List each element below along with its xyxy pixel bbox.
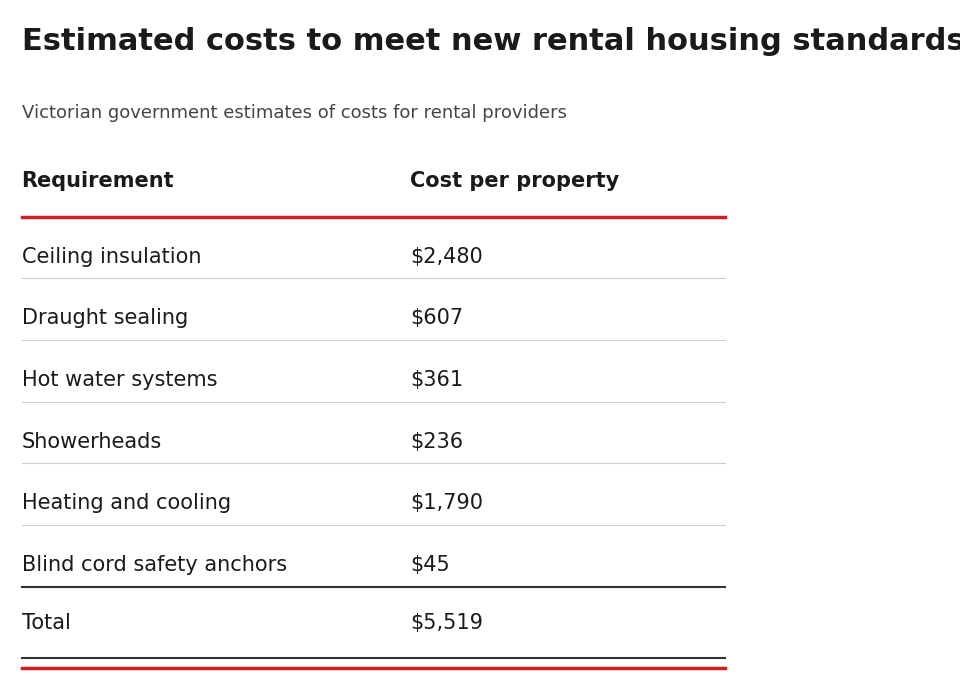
Text: Ceiling insulation: Ceiling insulation: [21, 247, 201, 267]
Text: $361: $361: [410, 370, 463, 390]
Text: $1,790: $1,790: [410, 493, 483, 514]
Text: Hot water systems: Hot water systems: [21, 370, 217, 390]
Text: $5,519: $5,519: [410, 614, 483, 633]
Text: $236: $236: [410, 432, 463, 451]
Text: $45: $45: [410, 555, 449, 575]
Text: $2,480: $2,480: [410, 247, 483, 267]
Text: Blind cord safety anchors: Blind cord safety anchors: [21, 555, 287, 575]
Text: Victorian government estimates of costs for rental providers: Victorian government estimates of costs …: [21, 104, 566, 122]
Text: Estimated costs to meet new rental housing standards: Estimated costs to meet new rental housi…: [21, 27, 960, 56]
Text: Requirement: Requirement: [21, 171, 174, 191]
Text: Heating and cooling: Heating and cooling: [21, 493, 230, 514]
Text: Showerheads: Showerheads: [21, 432, 162, 451]
Text: $607: $607: [410, 308, 463, 328]
Text: Draught sealing: Draught sealing: [21, 308, 188, 328]
Text: Cost per property: Cost per property: [410, 171, 619, 191]
Text: Total: Total: [21, 614, 70, 633]
